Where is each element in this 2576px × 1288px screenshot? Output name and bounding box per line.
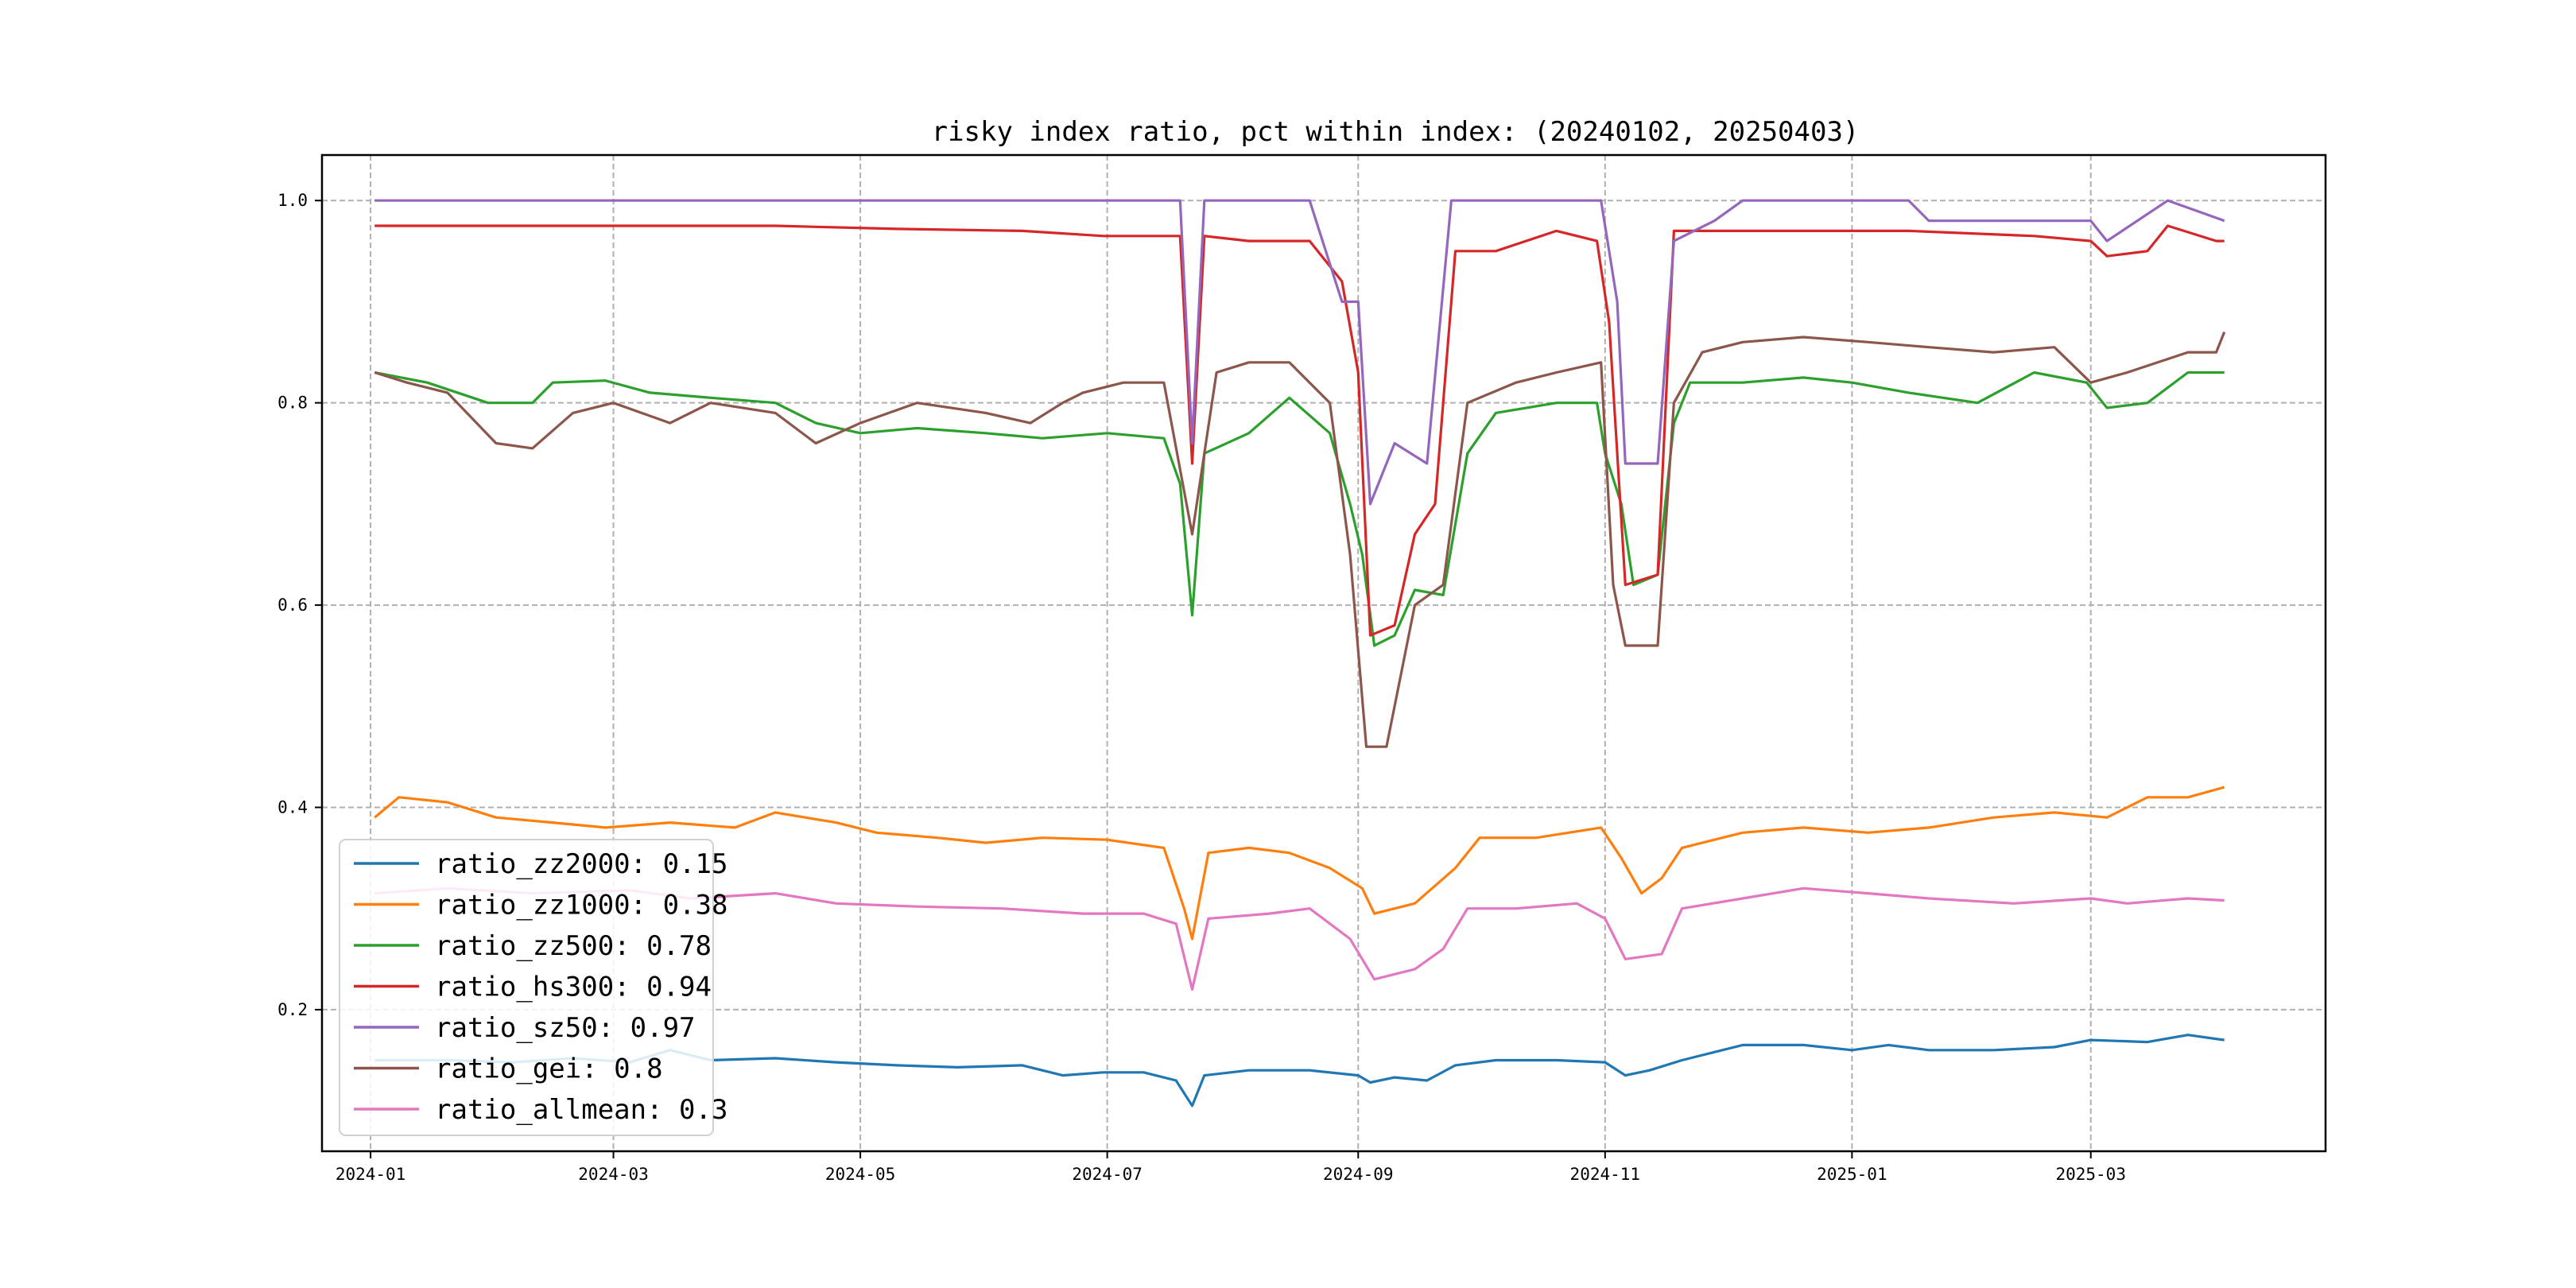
series-line-ratio_zz1000	[374, 786, 2225, 941]
legend: ratio_zz2000: 0.15 ratio_zz1000: 0.38 rati…	[339, 839, 727, 1136]
x-tick-label: 2025-03	[2055, 1165, 2126, 1184]
legend-label: ratio_zz2000: 0.15	[435, 848, 727, 880]
series-line-ratio_hs300	[374, 224, 2225, 637]
y-tick-label: 0.4	[277, 797, 308, 817]
series-line-ratio_gei	[374, 332, 2226, 748]
y-tick-label: 1.0	[277, 191, 308, 210]
x-tick-label: 2024-07	[1072, 1165, 1143, 1184]
x-tick-label: 2024-05	[825, 1165, 896, 1184]
series-line-ratio_allmean	[374, 886, 2225, 991]
tick-layer: 2024-01 2024-03 2024-05 2024-07 2024-09 2024-…	[277, 191, 2126, 1184]
plot-area-frame	[320, 153, 2327, 1153]
x-tick-label: 2024-03	[578, 1165, 649, 1184]
series-line-ratio_zz500	[374, 370, 2225, 647]
x-tick-label: 2024-09	[1323, 1165, 1394, 1184]
y-tick-label: 0.2	[277, 1000, 308, 1019]
legend-label: ratio_zz500: 0.78	[435, 930, 712, 962]
chart-title: risky index ratio, pct within index: (20…	[932, 116, 1860, 148]
y-tick-label: 0.6	[277, 596, 308, 615]
series-line-ratio_zz2000	[374, 1034, 2225, 1108]
legend-label: ratio_gei: 0.8	[435, 1053, 663, 1085]
legend-label: ratio_hs300: 0.94	[435, 972, 712, 1003]
x-tick-label: 2024-11	[1570, 1165, 1641, 1184]
legend-label: ratio_zz1000: 0.38	[435, 890, 727, 921]
series-layer	[374, 199, 2226, 1108]
y-tick-label: 0.8	[277, 394, 308, 413]
legend-label: ratio_allmean: 0.3	[435, 1094, 727, 1126]
x-tick-label: 2024-01	[336, 1165, 406, 1184]
legend-label: ratio_sz50: 0.97	[435, 1012, 696, 1044]
series-line-ratio_sz50	[374, 199, 2225, 506]
x-tick-label: 2025-01	[1817, 1165, 1887, 1184]
legend-box	[339, 839, 714, 1136]
